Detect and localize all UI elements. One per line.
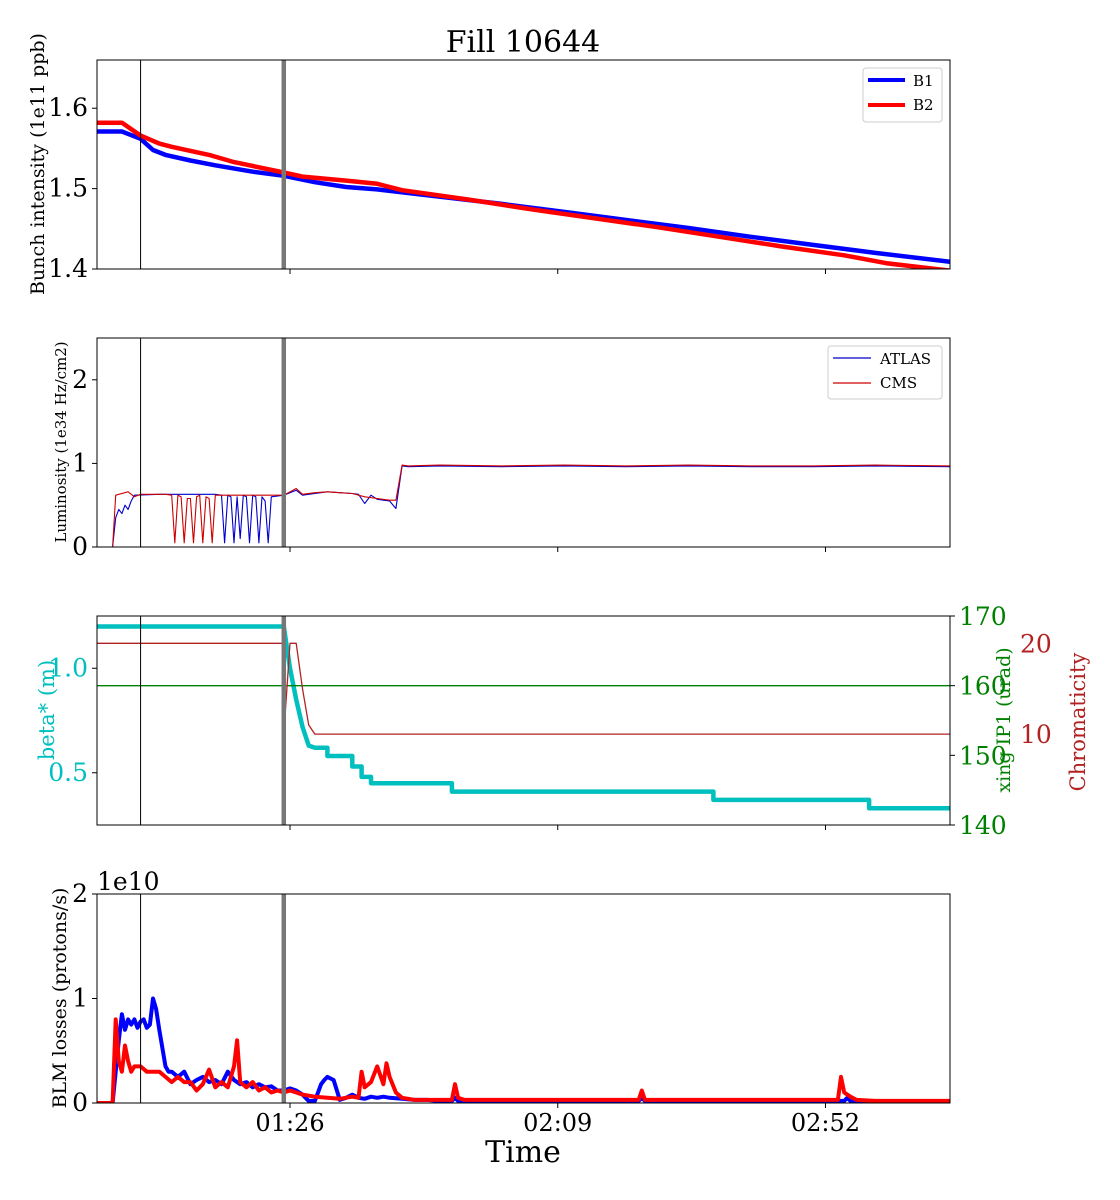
figure-title: Fill 10644	[446, 25, 601, 60]
y2-tick-label: 150	[959, 741, 1007, 770]
y-tick-label: 2	[72, 879, 88, 908]
y2-tick-label: 160	[959, 672, 1007, 701]
legend-box	[827, 345, 943, 400]
y-tick-label: 1	[72, 984, 88, 1013]
y-tick-label: 2	[72, 365, 88, 394]
y-axis-label-beta: beta* (m)	[35, 660, 59, 760]
panel-blm-losses: 0 1 2 01:26 02:09 02:52 1e10 BLM losses (pro…	[49, 867, 951, 1137]
y-axis-label: BLM losses (protons/s)	[49, 888, 71, 1109]
series-line-atlas	[97, 465, 950, 547]
y-tick-label: 1.6	[48, 93, 88, 122]
series-line-b2	[97, 120, 950, 269]
y-tick-label: 1.0	[48, 653, 88, 682]
y-offset-text: 1e10	[97, 867, 160, 896]
y-tick-label: 0	[72, 1088, 88, 1117]
series-line-y3	[97, 642, 950, 735]
series-line-cms	[97, 464, 950, 547]
y-axis-label-chromaticity: Chromaticity	[1066, 653, 1090, 792]
panel-luminosity: 0 1 2 Luminosity (1e34 Hz/cm2) ATLAS CMS	[52, 337, 951, 561]
panel-frame	[96, 337, 951, 548]
legend-label-b1: B1	[913, 72, 934, 90]
legend-label-atlas: ATLAS	[879, 350, 931, 368]
y-axis-label: Luminosity (1e34 Hz/cm2)	[52, 341, 70, 542]
y-axis-label-xing: xing IP1 (urad)	[993, 647, 1015, 792]
legend: B1 B2	[862, 67, 943, 123]
panel-frame	[96, 893, 951, 1104]
legend-label-cms: CMS	[880, 374, 917, 392]
y-tick-label: 1	[72, 448, 88, 477]
y-tick-label: 1.4	[48, 254, 88, 283]
y2-tick-label: 140	[959, 811, 1007, 840]
panel-bunch-intensity: 1.4 1.5 1.6 Bunch intensity (1e11 ppb) B1 …	[27, 33, 951, 295]
legend-label-b2: B2	[913, 96, 934, 114]
y-tick-label: 0.5	[48, 758, 88, 787]
y3-tick-label: 10	[1020, 720, 1052, 749]
y-tick-label: 0	[72, 532, 88, 561]
series-line-y	[97, 624, 950, 811]
x-tick-label: 02:52	[791, 1109, 860, 1137]
panel-frame	[96, 59, 951, 270]
y2-tick-label: 170	[959, 602, 1007, 631]
y-tick-label: 1.5	[48, 174, 88, 203]
y3-tick-label: 20	[1020, 629, 1052, 658]
x-tick-label: 02:09	[523, 1109, 592, 1137]
series-line-b2	[97, 1017, 950, 1103]
x-axis-label: Time	[485, 1135, 561, 1170]
legend: ATLAS CMS	[827, 345, 943, 400]
panel-optics: 0.5 1.0 140 150 160 170 10 20 beta* (m) xing …	[35, 602, 1090, 840]
panel-frame	[96, 615, 951, 826]
series-line-b1	[97, 129, 950, 265]
x-tick-label: 01:26	[255, 1109, 324, 1137]
y-axis-label: Bunch intensity (1e11 ppb)	[27, 33, 49, 295]
